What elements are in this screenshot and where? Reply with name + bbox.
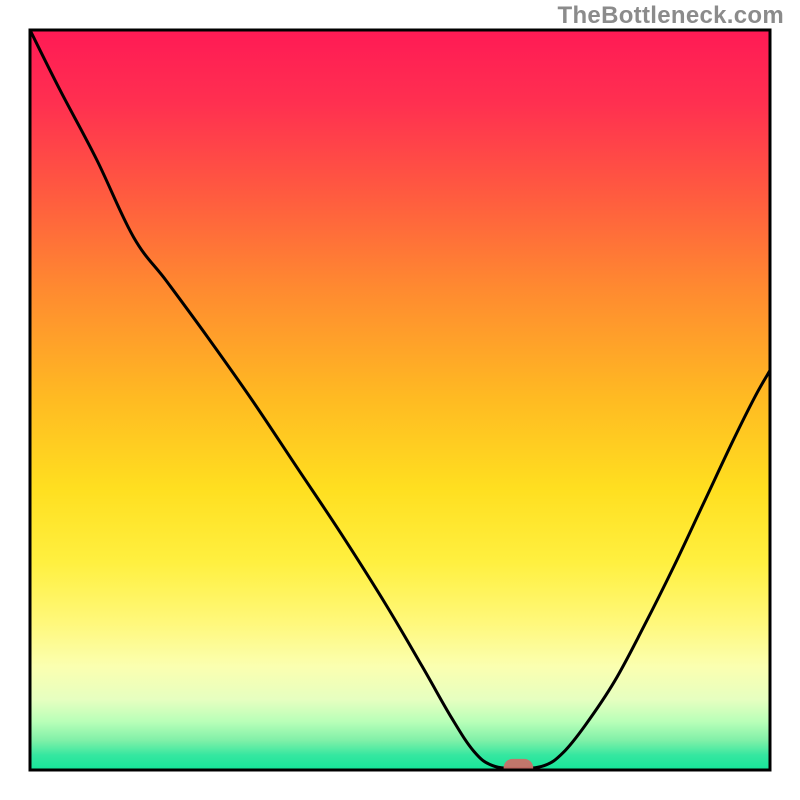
chart-background bbox=[30, 30, 770, 770]
watermark-label: TheBottleneck.com bbox=[558, 2, 784, 30]
bottleneck-chart bbox=[0, 0, 800, 800]
optimal-marker bbox=[504, 759, 534, 777]
chart-stage: TheBottleneck.com bbox=[0, 0, 800, 800]
